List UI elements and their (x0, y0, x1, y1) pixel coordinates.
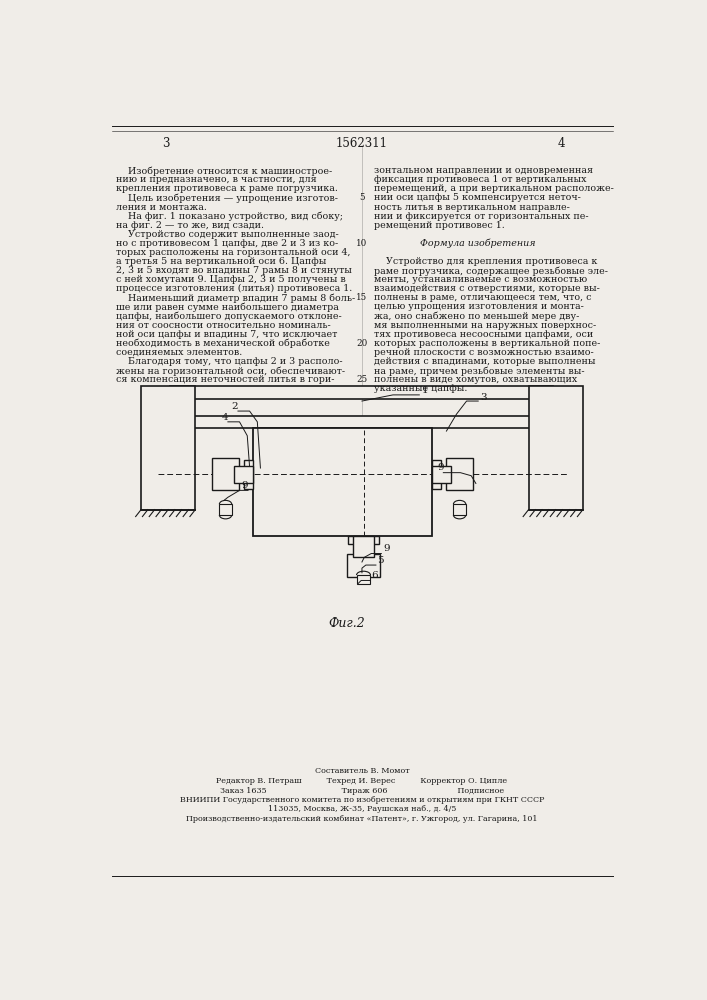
Text: 20: 20 (356, 339, 368, 348)
Text: фиксация противовеса 1 от вертикальных: фиксация противовеса 1 от вертикальных (373, 175, 586, 184)
Text: 3: 3 (162, 137, 170, 150)
Bar (446, 458, 473, 490)
Bar (347, 554, 380, 577)
Text: крепления противовеса к раме погрузчика.: крепления противовеса к раме погрузчика. (115, 184, 337, 193)
Text: Формула изобретения: Формула изобретения (420, 239, 536, 248)
Text: нии оси цапфы 5 компенсируется неточ-: нии оси цапфы 5 компенсируется неточ- (373, 193, 580, 202)
Bar (353, 536, 374, 557)
Text: на раме, причем резьбовые элементы вы-: на раме, причем резьбовые элементы вы- (373, 366, 584, 376)
Text: раме погрузчика, содержащее резьбовые эле-: раме погрузчика, содержащее резьбовые эл… (373, 266, 607, 276)
Text: 9: 9 (242, 481, 248, 490)
Text: цапфы, наибольшего допускаемого отклоне-: цапфы, наибольшего допускаемого отклоне- (115, 312, 341, 321)
Text: Составитель В. Момот: Составитель В. Момот (315, 767, 409, 775)
Bar (356, 575, 370, 584)
Text: жа, оно снабжено по меньшей мере дву-: жа, оно снабжено по меньшей мере дву- (373, 312, 579, 321)
Bar (529, 386, 583, 510)
Text: Благодаря тому, что цапфы 2 и 3 располо-: Благодаря тому, что цапфы 2 и 3 располо- (115, 357, 342, 366)
Text: ления и монтажа.: ления и монтажа. (115, 203, 206, 212)
Text: 3: 3 (480, 393, 486, 402)
Text: необходимость в механической обработке: необходимость в механической обработке (115, 339, 329, 348)
Text: нию и предназначено, в частности, для: нию и предназначено, в частности, для (115, 175, 316, 184)
Text: Устройство содержит выполненные заод-: Устройство содержит выполненные заод- (115, 230, 338, 239)
Text: с ней хомутами 9. Цапфы 2, 3 и 5 получены в: с ней хомутами 9. Цапфы 2, 3 и 5 получен… (115, 275, 345, 284)
Bar (432, 460, 441, 489)
Text: соединяемых элементов.: соединяемых элементов. (115, 348, 242, 357)
Text: 2: 2 (232, 402, 238, 411)
Text: Цель изобретения — упрощение изготов-: Цель изобретения — упрощение изготов- (115, 193, 337, 203)
Text: 4: 4 (557, 137, 565, 150)
Text: которых расположены в вертикальной попе-: которых расположены в вертикальной попе- (373, 339, 600, 348)
Text: 10: 10 (356, 239, 368, 248)
Text: зонтальном направлении и одновременная: зонтальном направлении и одновременная (373, 166, 592, 175)
Text: 9: 9 (437, 463, 444, 472)
Text: процессе изготовления (литья) противовеса 1.: процессе изготовления (литья) противовес… (115, 284, 352, 293)
Text: 6: 6 (371, 571, 378, 580)
Text: 2, 3 и 5 входят во впадины 7 рамы 8 и стянуты: 2, 3 и 5 входят во впадины 7 рамы 8 и ст… (115, 266, 351, 275)
Text: 15: 15 (356, 293, 368, 302)
Text: 25: 25 (356, 375, 368, 384)
Text: речной плоскости с возможностью взаимо-: речной плоскости с возможностью взаимо- (373, 348, 593, 357)
Text: но с противовесом 1 цапфы, две 2 и 3 из ко-: но с противовесом 1 цапфы, две 2 и 3 из … (115, 239, 338, 248)
Text: взаимодействия с отверстиями, которые вы-: взаимодействия с отверстиями, которые вы… (373, 284, 600, 293)
Text: 9: 9 (383, 544, 390, 553)
Text: ремещений противовес 1.: ремещений противовес 1. (373, 221, 504, 230)
Text: торых расположены на горизонтальной оси 4,: торых расположены на горизонтальной оси … (115, 248, 350, 257)
Text: Устройство для крепления противовеса к: Устройство для крепления противовеса к (373, 257, 597, 266)
Text: 4: 4 (222, 413, 228, 422)
Text: целью упрощения изготовления и монта-: целью упрощения изготовления и монта- (373, 302, 583, 311)
Text: указанные цапфы.: указанные цапфы. (373, 384, 467, 393)
Text: жены на горизонтальной оси, обеспечивают-: жены на горизонтальной оси, обеспечивают… (115, 366, 344, 376)
Text: ся компенсация неточностей литья в гори-: ся компенсация неточностей литья в гори- (115, 375, 334, 384)
Text: на фиг. 2 — то же, вид сзади.: на фиг. 2 — то же, вид сзади. (115, 221, 264, 230)
Text: действия с впадинами, которые выполнены: действия с впадинами, которые выполнены (373, 357, 595, 366)
Bar (432, 466, 451, 483)
Text: Производственно-издательский комбинат «Патент», г. Ужгород, ул. Гагарина, 101: Производственно-издательский комбинат «П… (186, 815, 538, 823)
Text: Фиг.2: Фиг.2 (329, 617, 366, 630)
Text: На фиг. 1 показано устройство, вид сбоку;: На фиг. 1 показано устройство, вид сбоку… (115, 212, 342, 221)
Bar (253, 428, 432, 536)
Text: 5: 5 (359, 193, 365, 202)
Text: Редактор В. Петраш          Техред И. Верес          Корректор О. Ципле: Редактор В. Петраш Техред И. Верес Корре… (216, 777, 508, 785)
Text: 1562311: 1562311 (336, 137, 388, 150)
Bar (170, 416, 554, 428)
Text: ния от соосности относительно номиналь-: ния от соосности относительно номиналь- (115, 321, 330, 330)
Text: менты, устанавливаемые с возможностью: менты, устанавливаемые с возможностью (373, 275, 587, 284)
Text: мя выполненными на наружных поверхнос-: мя выполненными на наружных поверхнос- (373, 321, 596, 330)
Bar (219, 504, 232, 515)
Text: а третья 5 на вертикальной оси 6. Цапфы: а третья 5 на вертикальной оси 6. Цапфы (115, 257, 326, 266)
Bar (348, 536, 379, 544)
Bar (244, 460, 253, 489)
Text: Заказ 1635                              Тираж 606                            Под: Заказ 1635 Тираж 606 Под (220, 787, 504, 795)
Text: ВНИИПИ Государственного комитета по изобретениям и открытиям при ГКНТ СССР: ВНИИПИ Государственного комитета по изоб… (180, 796, 544, 804)
Text: ше или равен сумме наибольшего диаметра: ше или равен сумме наибольшего диаметра (115, 302, 339, 312)
Bar (234, 466, 253, 483)
Text: полнены в раме, отличающееся тем, что, с: полнены в раме, отличающееся тем, что, с (373, 293, 591, 302)
Text: 1: 1 (421, 386, 428, 395)
Bar (453, 504, 466, 515)
Text: Изобретение относится к машинострое-: Изобретение относится к машинострое- (115, 166, 332, 176)
Text: тях противовеса несоосными цапфами, оси: тях противовеса несоосными цапфами, оси (373, 330, 593, 339)
Text: полнены в виде хомутов, охватывающих: полнены в виде хомутов, охватывающих (373, 375, 577, 384)
Text: 5: 5 (378, 556, 384, 565)
Text: 113035, Москва, Ж-35, Раушская наб., д. 4/5: 113035, Москва, Ж-35, Раушская наб., д. … (268, 805, 456, 813)
Text: нии и фиксируется от горизонтальных пе-: нии и фиксируется от горизонтальных пе- (373, 212, 588, 221)
Text: ность литья в вертикальном направле-: ность литья в вертикальном направле- (373, 203, 569, 212)
Text: ной оси цапфы и впадины 7, что исключает: ной оси цапфы и впадины 7, что исключает (115, 330, 337, 339)
Bar (170, 386, 554, 399)
Bar (212, 458, 239, 490)
Text: перемещений, а при вертикальном расположе-: перемещений, а при вертикальном располож… (373, 184, 614, 193)
Text: Наименьший диаметр впадин 7 рамы 8 боль-: Наименьший диаметр впадин 7 рамы 8 боль- (115, 293, 355, 303)
Bar (141, 386, 195, 510)
